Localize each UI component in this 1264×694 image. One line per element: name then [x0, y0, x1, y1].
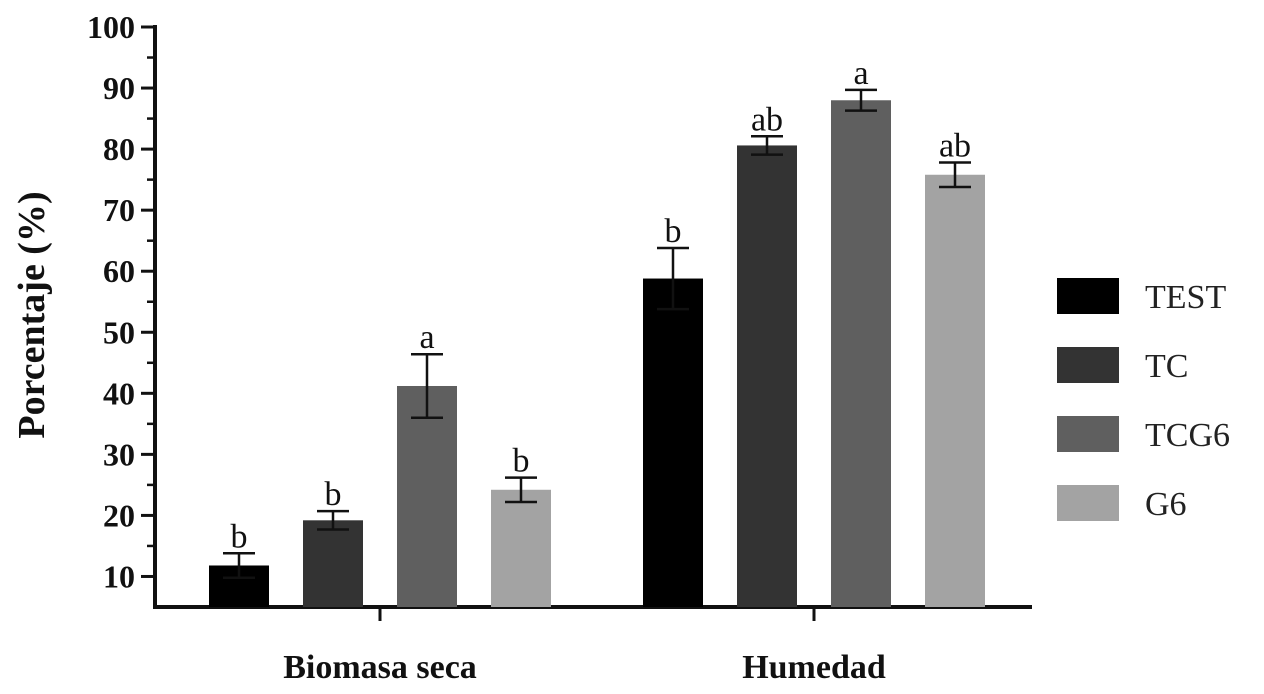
legend-label: TC — [1145, 348, 1188, 385]
y-tick-label: 80 — [103, 131, 135, 167]
bar — [831, 100, 891, 608]
legend-swatch — [1057, 347, 1119, 383]
x-category-label: Humedad — [742, 649, 886, 686]
significance-label: b — [665, 213, 682, 250]
y-tick-label: 100 — [87, 9, 135, 45]
x-category-label: Biomasa seca — [283, 649, 477, 686]
bar — [303, 520, 363, 607]
legend-label: TCG6 — [1145, 417, 1230, 454]
y-tick-label: 50 — [103, 314, 135, 350]
legend-swatch — [1057, 485, 1119, 521]
legend-swatch — [1057, 278, 1119, 314]
y-tick-label: 40 — [103, 375, 135, 411]
bar — [397, 385, 457, 607]
legend-swatch — [1057, 416, 1119, 452]
significance-label: ab — [939, 128, 971, 165]
axes: 10 20 30 40 50 60 70 80 90 100 Biomasa seca Humedad — [87, 9, 1032, 686]
significance-label: b — [513, 443, 530, 480]
y-tick-label: 60 — [103, 253, 135, 289]
legend-label: TEST — [1145, 279, 1226, 316]
bar — [643, 278, 703, 607]
y-tick-label: 10 — [103, 558, 135, 594]
legend: TEST TC TCG6 G6 — [1057, 278, 1230, 523]
y-tick-label: 30 — [103, 436, 135, 472]
significance-label: b — [325, 476, 342, 513]
bar — [737, 145, 797, 607]
significance-label: a — [419, 319, 434, 356]
significance-label: ab — [751, 101, 783, 138]
y-tick-label: 20 — [103, 497, 135, 533]
y-tick-label: 90 — [103, 70, 135, 106]
significance-label: b — [231, 518, 248, 555]
significance-label: a — [853, 55, 868, 92]
bar — [491, 489, 551, 607]
y-axis-title: Porcentaje (%) — [11, 191, 53, 438]
legend-label: G6 — [1145, 486, 1187, 523]
y-tick-label: 70 — [103, 192, 135, 228]
bar — [925, 174, 985, 607]
